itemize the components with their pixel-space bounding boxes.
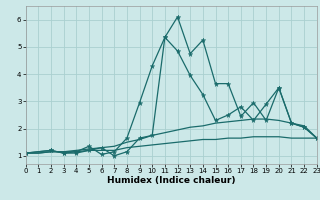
X-axis label: Humidex (Indice chaleur): Humidex (Indice chaleur) [107, 176, 236, 185]
